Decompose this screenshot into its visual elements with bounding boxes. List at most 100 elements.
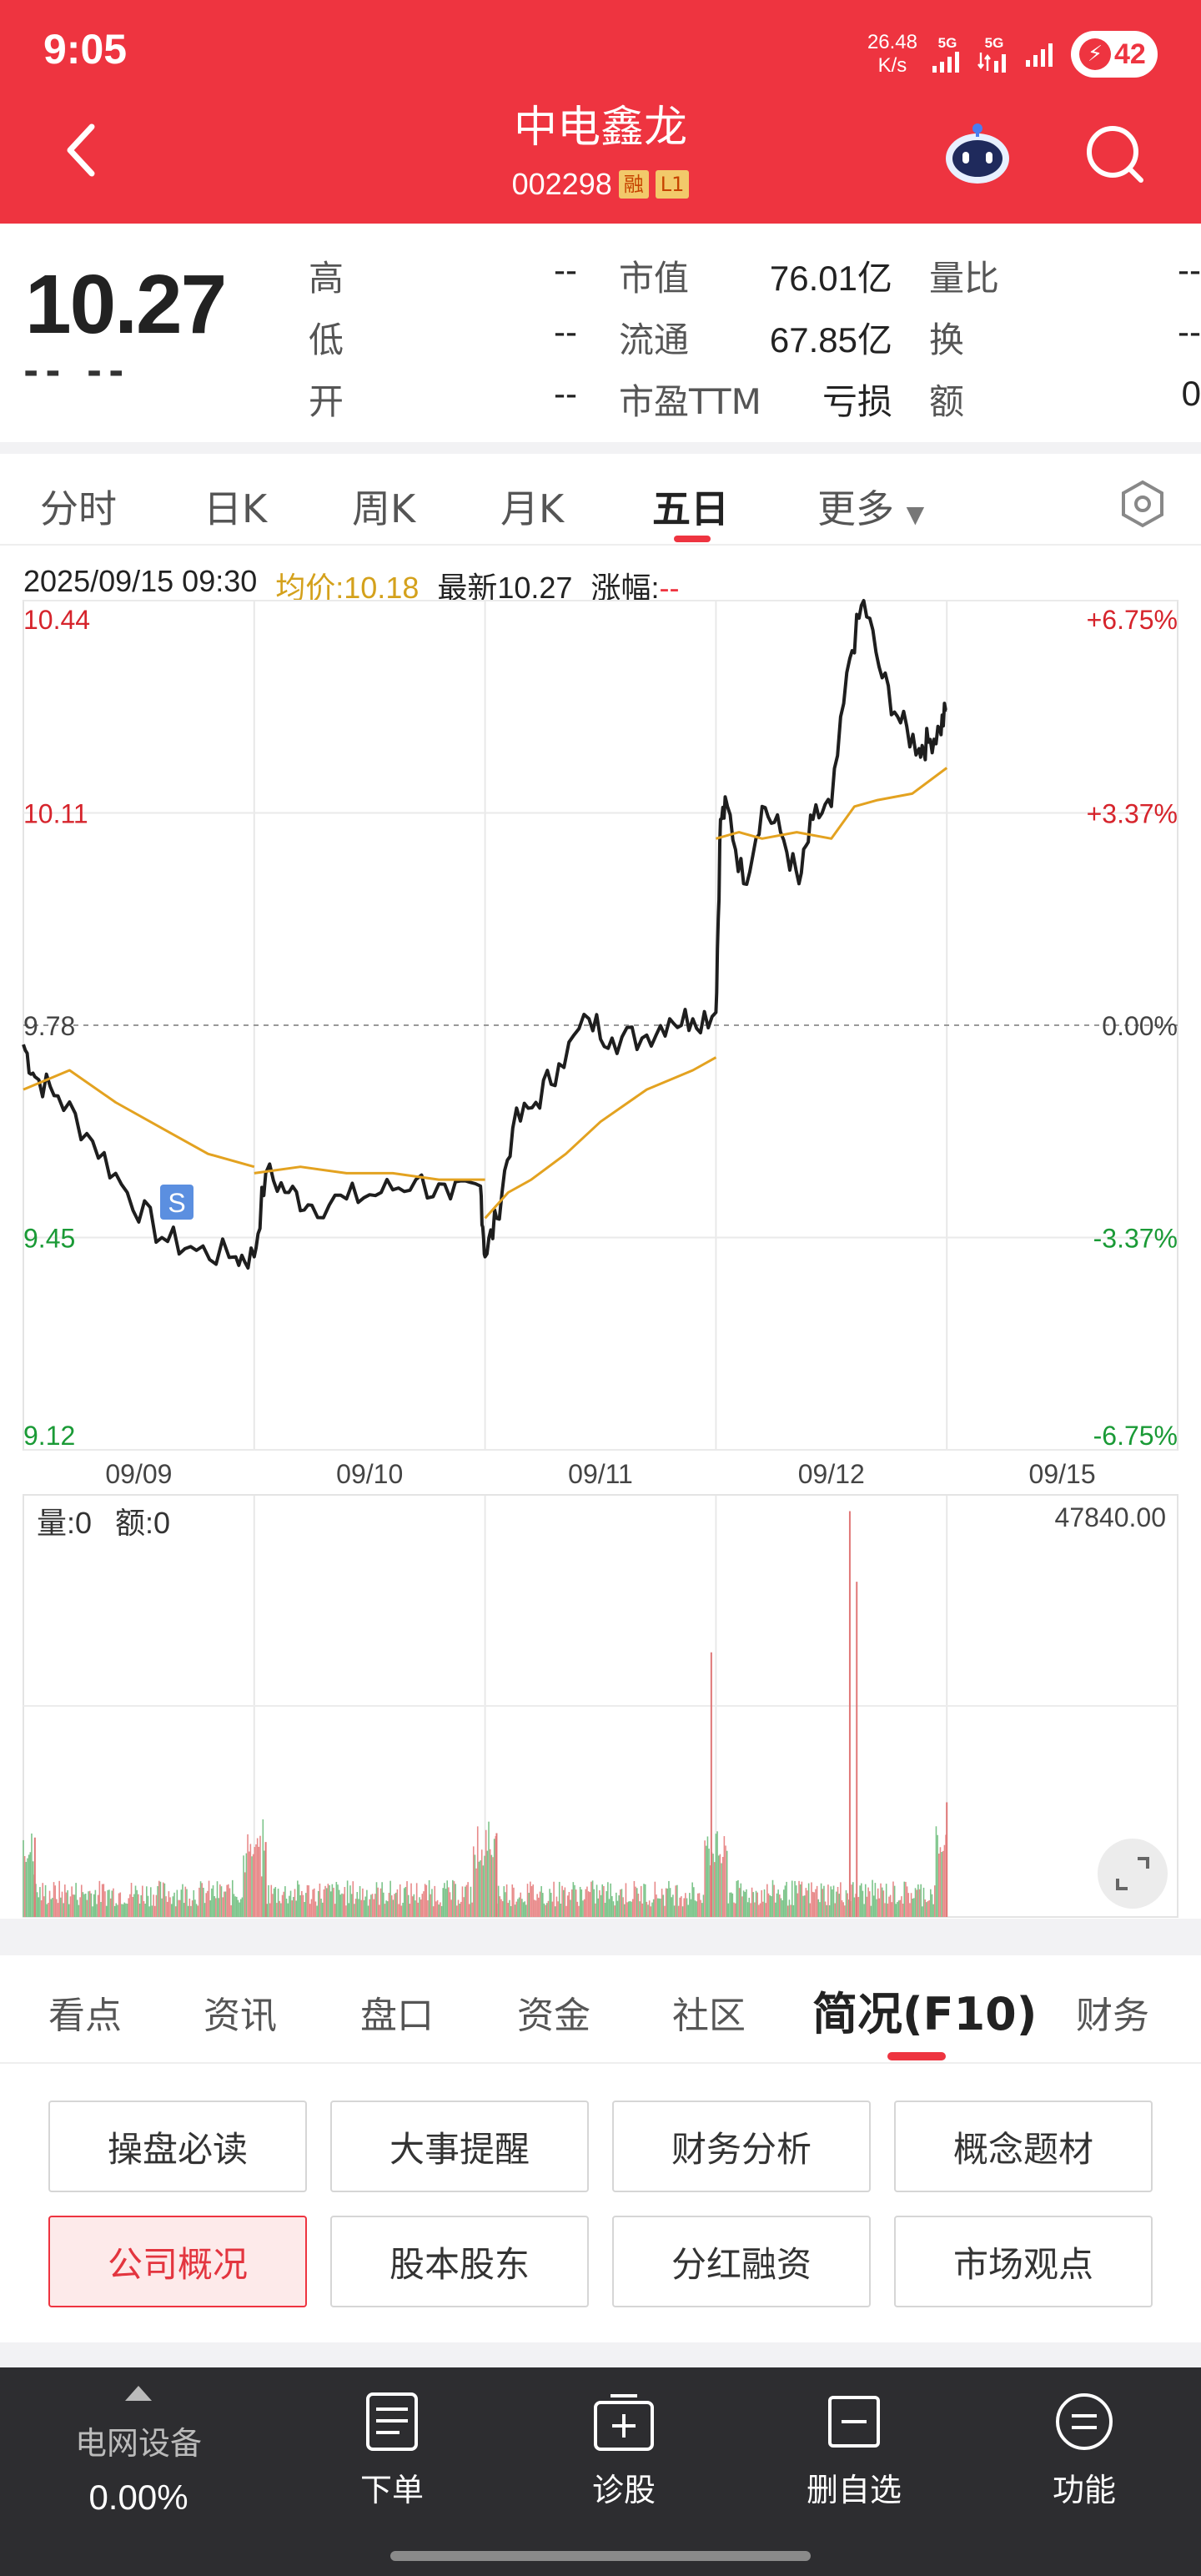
signal-type-label-2: 5G	[984, 35, 1004, 51]
section-gap	[0, 1919, 1201, 1955]
remove-watchlist-button[interactable]: 删自选	[779, 2391, 929, 2510]
tab-highlights[interactable]: 看点	[48, 1995, 122, 2037]
function-menu-button[interactable]: 功能	[1009, 2391, 1159, 2510]
turnover-label: 换	[929, 319, 965, 360]
divider	[0, 442, 1201, 454]
pct-tick-label: -6.75%	[1093, 1421, 1178, 1451]
back-icon[interactable]	[58, 117, 108, 184]
date-tick-label: 09/15	[1029, 1459, 1096, 1489]
sell-marker: S	[160, 1185, 193, 1220]
price-grid	[23, 600, 1178, 1451]
trading-guide-button[interactable]: 操盘必读	[48, 2101, 307, 2192]
amount-label-chart: 额:0	[115, 1506, 170, 1540]
low-label: 低	[309, 319, 344, 360]
average-price-line	[23, 767, 948, 1220]
tab-capital-flow[interactable]: 资金	[517, 1995, 590, 2037]
amount-value: 0	[1181, 374, 1201, 413]
five-day-chart[interactable]: 10.44 +6.75% 10.11 +3.37% 9.78 0.00% 9.45 -3.37…	[0, 584, 1201, 1919]
last-price: 10.27	[25, 258, 227, 351]
price-tick-label: 9.45	[23, 1224, 75, 1254]
company-profile-button[interactable]: 公司概况	[48, 2216, 307, 2307]
volume-bars	[23, 1511, 948, 1917]
active-section-underline	[887, 2052, 946, 2060]
latest-price-label: 最新10.27	[437, 571, 573, 605]
dividend-financing-button[interactable]: 分红融资	[612, 2216, 871, 2307]
high-label: 高	[309, 258, 344, 299]
tab-news[interactable]: 资讯	[204, 1995, 277, 2037]
tab-five-day[interactable]: 五日	[652, 486, 729, 531]
concept-theme-button[interactable]: 概念题材	[894, 2101, 1153, 2192]
robot-assistant-icon[interactable]	[942, 120, 1013, 187]
tab-weekly-k[interactable]: 周K	[352, 486, 416, 531]
price-tick-label: 10.44	[23, 605, 90, 635]
caret-up-icon	[125, 2386, 152, 2401]
chevron-down-icon: ▼	[906, 501, 925, 528]
tab-more-label: 更多	[817, 486, 894, 531]
amount-label: 额	[929, 381, 965, 422]
tab-monthly-k[interactable]: 月K	[500, 486, 565, 531]
tab-intraday[interactable]: 分时	[40, 486, 117, 531]
avg-price-label: 均价:10.18	[275, 571, 420, 605]
tab-f10-overview[interactable]: 简况(F10)	[812, 1988, 1038, 2040]
tab-finance[interactable]: 财务	[1076, 1995, 1149, 2037]
date-tick-label: 09/10	[336, 1459, 403, 1489]
price-tick-label: 9.12	[23, 1421, 75, 1451]
tab-daily-k[interactable]: 日K	[204, 486, 268, 531]
pe-ttm-label: 市盈TTM	[619, 381, 761, 422]
sector-info[interactable]: 电网设备 0.00%	[0, 2367, 277, 2551]
shareholders-button[interactable]: 股本股东	[330, 2216, 589, 2307]
volume-ratio-value: --	[1178, 250, 1201, 289]
tab-more[interactable]: 更多 ▼	[817, 479, 924, 534]
market-cap-value: 76.01亿	[769, 259, 892, 298]
sell-marker-label: S	[168, 1188, 185, 1218]
status-time: 9:05	[43, 26, 128, 73]
volume-grid	[23, 1494, 1178, 1918]
date-tick-label: 09/12	[798, 1459, 865, 1489]
tab-community[interactable]: 社区	[672, 1995, 746, 2037]
open-value: --	[554, 374, 577, 413]
pct-tick-label: -3.37%	[1093, 1224, 1178, 1254]
stock-name: 中电鑫龙	[513, 103, 687, 153]
period-tabs: 分时 日K 周K 月K 五日 更多 ▼	[0, 455, 1201, 546]
high-value: --	[554, 250, 577, 289]
change-label-text: 涨幅:	[590, 571, 660, 605]
chart-datetime: 2025/09/15 09:30	[23, 564, 258, 598]
net-speed-value: 26.48	[867, 31, 917, 53]
market-cap-label: 市值	[619, 258, 690, 299]
search-icon[interactable]	[1083, 122, 1149, 189]
financial-analysis-button[interactable]: 财务分析	[612, 2101, 871, 2192]
cell-signal-icon	[1026, 43, 1053, 67]
function-menu-label: 功能	[1052, 2472, 1116, 2508]
net-speed-unit: K/s	[877, 54, 907, 77]
date-tick-label: 09/09	[105, 1459, 172, 1489]
market-view-button[interactable]: 市场观点	[894, 2216, 1153, 2307]
pct-tick-label: 0.00%	[1102, 1011, 1178, 1041]
app-header: 9:05 26.48 K/s 5G 5G ⚡ 42 中电鑫龙 002298 融 …	[0, 0, 1201, 224]
diagnose-button[interactable]: 诊股	[549, 2391, 699, 2510]
battery-level: 42	[1114, 38, 1146, 70]
sector-change: 0.00%	[88, 2478, 188, 2517]
tab-order-book[interactable]: 盘口	[360, 1995, 434, 2037]
net-speed: 26.48 K/s	[867, 31, 917, 78]
quote-panel: 10.27 -- -- 高 -- 市值 76.01亿 量比 -- 低 -- 流通…	[0, 224, 1201, 442]
level-tag: L1	[655, 170, 690, 199]
order-document-icon	[366, 2392, 418, 2451]
expand-icon[interactable]	[1098, 1839, 1168, 1909]
event-reminder-button[interactable]: 大事提醒	[330, 2101, 589, 2192]
order-label: 下单	[359, 2472, 424, 2508]
order-button[interactable]: 下单	[317, 2391, 467, 2510]
home-indicator	[390, 2551, 811, 2561]
active-tab-underline	[674, 536, 711, 542]
price-line	[22, 599, 947, 1270]
signal-type-label: 5G	[937, 35, 957, 51]
remove-watchlist-icon	[828, 2396, 880, 2448]
status-icons: 26.48 K/s 5G 5G ⚡ 42	[867, 27, 1158, 82]
price-tick-label: 10.11	[23, 799, 88, 829]
signal-icon-2: 5G	[977, 36, 1011, 73]
settings-hexagon-icon[interactable]	[1118, 479, 1168, 529]
section-tabs: 看点 资讯 盘口 资金 社区 简况(F10) 财务	[0, 1955, 1201, 2064]
volume-max-label: 47840.00	[1055, 1502, 1166, 1532]
float-cap-value: 67.85亿	[769, 320, 892, 360]
pct-tick-label: +3.37%	[1087, 799, 1178, 829]
battery-icon: ⚡ 42	[1071, 31, 1158, 78]
